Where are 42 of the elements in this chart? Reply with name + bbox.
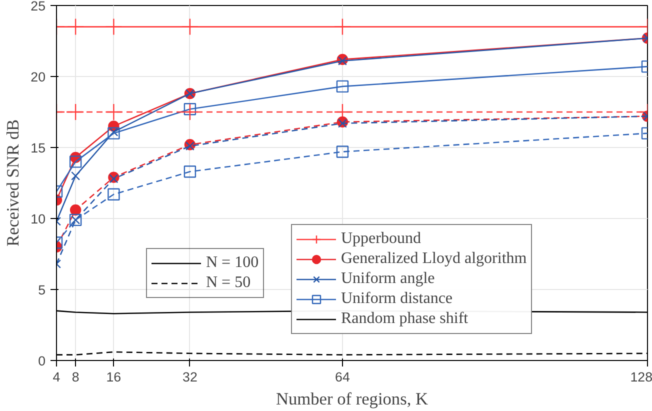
y-tick-label: 20	[30, 70, 46, 84]
legend-label: Random phase shift	[341, 310, 468, 328]
y-tick-label: 15	[30, 140, 46, 156]
point	[66, 18, 84, 36]
point	[181, 18, 199, 36]
point	[109, 174, 118, 184]
x-tick-label: 128	[630, 370, 652, 384]
x-tick-label: 4	[52, 370, 61, 384]
point	[108, 188, 120, 200]
point	[105, 18, 122, 36]
point	[334, 18, 352, 36]
point	[184, 103, 196, 116]
point	[338, 118, 347, 128]
point	[181, 103, 199, 121]
point	[105, 103, 122, 121]
y-tick-label: 5	[38, 282, 46, 298]
y-axis-title: Received SNR dB	[4, 119, 23, 247]
y-tick-label: 25	[30, 0, 46, 14]
point	[336, 146, 349, 158]
y-tick-label: 10	[30, 212, 46, 226]
legend-label: Uniform angle	[341, 270, 435, 288]
point	[108, 127, 120, 140]
x-axis-title: Number of regions, K	[276, 390, 429, 408]
point	[338, 56, 347, 66]
annotation: N = 50	[206, 274, 251, 292]
y-tick-label: 0	[38, 354, 46, 368]
x-tick-label: 16	[106, 370, 122, 384]
point	[185, 142, 194, 151]
x-tick-label: 8	[72, 370, 80, 384]
x-tick-label: 32	[182, 370, 198, 384]
point	[69, 156, 82, 168]
x-tick-label: 64	[335, 370, 350, 384]
point	[109, 127, 118, 136]
point	[336, 80, 349, 93]
point	[71, 171, 80, 180]
point	[184, 166, 196, 178]
legend-label: Generalized Lloyd algorithm	[341, 250, 527, 268]
legend-label: Upperbound	[341, 230, 421, 248]
point	[70, 204, 82, 216]
legend-label: Uniform distance	[341, 290, 453, 308]
point	[66, 103, 84, 121]
annotation: N = 100	[206, 254, 259, 272]
